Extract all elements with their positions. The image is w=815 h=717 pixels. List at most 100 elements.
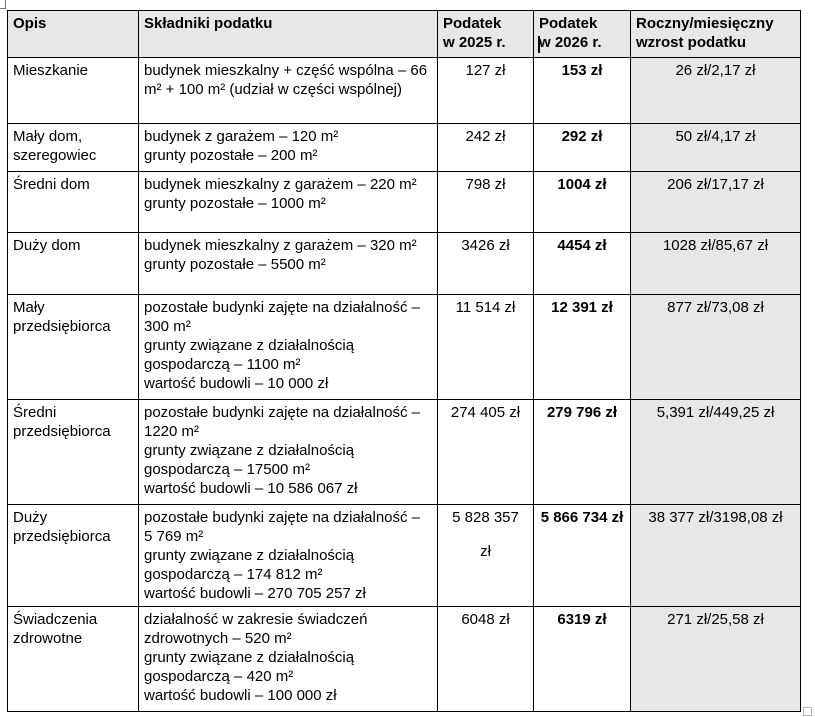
wzrost-value: 5,391 zł/449,25 zł [656, 404, 775, 421]
text-cursor [538, 36, 540, 53]
cell-skladniki[interactable]: pozostałe budynki zajęte na działalność … [138, 294, 438, 400]
cell-tax-2026[interactable]: 153 zł [533, 57, 631, 124]
cell-opis[interactable]: Duży przedsiębiorca [7, 504, 139, 607]
cell-tax-2025[interactable]: 242 zł [437, 123, 534, 172]
cell-tax-2025[interactable]: 3426 zł [437, 232, 534, 295]
table-row: Średni dom budynek mieszkalny z garażem … [7, 171, 801, 233]
cell-wzrost[interactable]: 50 zł/4,17 zł [630, 123, 801, 172]
cell-opis[interactable]: Mały przedsiębiorca [7, 294, 139, 400]
cell-wzrost[interactable]: 26 zł/2,17 zł [630, 57, 801, 124]
tax-2026-value: 4454 zł [557, 237, 607, 254]
table-row: Świadczenia zdrowotne działalność w zakr… [7, 606, 801, 712]
cell-opis[interactable]: Średni przedsiębiorca [7, 399, 139, 505]
header-wzrost[interactable]: Roczny/miesięczny wzrost podatku [630, 10, 801, 58]
wzrost-value: 271 zł/25,58 zł [667, 611, 764, 628]
header-wzrost-line2: wzrost podatku [636, 34, 747, 51]
table-row: Mały dom, szeregowiec budynek z garażem … [7, 123, 801, 172]
header-tax-2025-line1: Podatek [443, 15, 502, 32]
skladnik-item: działalność w zakresie świadczeń zdrowot… [144, 611, 368, 647]
skladnik-item: budynek z garażem – 120 m² [144, 128, 339, 145]
header-tax-2026-line2: w 2026 r. [539, 34, 602, 51]
tax-2026-value: 1004 zł [557, 176, 607, 193]
table-row: Mieszkanie budynek mieszkalny + część ws… [7, 57, 801, 124]
cell-tax-2026[interactable]: 1004 zł [533, 171, 631, 233]
cell-opis[interactable]: Świadczenia zdrowotne [7, 606, 139, 712]
tax-2025-value: 798 zł [465, 176, 506, 193]
tax-comparison-table: Opis Składniki podatku Podatek w 2025 r.… [7, 10, 801, 712]
tax-2026-value: 5 866 734 zł [540, 509, 624, 526]
cell-tax-2025[interactable]: 798 zł [437, 171, 534, 233]
table-row: Duży dom budynek mieszkalny z garażem – … [7, 232, 801, 295]
header-tax-2025[interactable]: Podatek w 2025 r. [437, 10, 534, 58]
table-row: Mały przedsiębiorca pozostałe budynki za… [7, 294, 801, 400]
header-skladniki-label: Składniki podatku [144, 15, 273, 32]
cell-wzrost[interactable]: 5,391 zł/449,25 zł [630, 399, 801, 505]
cell-tax-2025[interactable]: 11 514 zł [437, 294, 534, 400]
table-resize-handle-icon[interactable] [803, 707, 812, 716]
skladnik-item: budynek mieszkalny z garażem – 220 m² [144, 176, 417, 193]
tax-2025-value: 3426 zł [461, 237, 510, 254]
opis-text: Mały dom, szeregowiec [13, 128, 97, 164]
header-opis[interactable]: Opis [7, 10, 139, 58]
header-tax-2026-line1: Podatek [539, 15, 598, 32]
cell-skladniki[interactable]: budynek mieszkalny + część wspólna – 66 … [138, 57, 438, 124]
opis-text: Mieszkanie [13, 62, 89, 79]
skladnik-item: grunty pozostałe – 200 m² [144, 147, 318, 164]
cell-opis[interactable]: Mieszkanie [7, 57, 139, 124]
tax-2025-value: 11 514 zł [455, 299, 516, 316]
cell-tax-2025[interactable]: 274 405 zł [437, 399, 534, 505]
cell-skladniki[interactable]: pozostałe budynki zajęte na działalność … [138, 504, 438, 607]
table-move-handle-icon[interactable] [0, 0, 6, 9]
skladnik-item: budynek mieszkalny z garażem – 320 m² [144, 237, 417, 254]
cell-tax-2026[interactable]: 292 zł [533, 123, 631, 172]
tax-2026-value: 292 zł [561, 128, 603, 145]
skladnik-item: pozostałe budynki zajęte na działalność … [144, 509, 421, 545]
wzrost-value: 26 zł/2,17 zł [675, 62, 756, 79]
cell-tax-2026[interactable]: 12 391 zł [533, 294, 631, 400]
header-tax-2026[interactable]: Podatek w 2026 r. [533, 10, 631, 58]
header-opis-label: Opis [13, 15, 47, 32]
tax-2026-value: 6319 zł [557, 611, 607, 628]
header-tax-2025-line2: w 2025 r. [443, 34, 506, 51]
cell-wzrost[interactable]: 38 377 zł/3198,08 zł [630, 504, 801, 607]
cell-tax-2025[interactable]: 5 828 357 zł [437, 504, 534, 607]
cell-opis[interactable]: Mały dom, szeregowiec [7, 123, 139, 172]
cell-opis[interactable]: Średni dom [7, 171, 139, 233]
tax-2025-value: 242 zł [465, 128, 506, 145]
opis-text: Średni dom [13, 176, 90, 193]
cell-tax-2026[interactable]: 5 866 734 zł [533, 504, 631, 607]
cell-opis[interactable]: Duży dom [7, 232, 139, 295]
opis-text: Duży przedsiębiorca [13, 509, 111, 545]
cell-wzrost[interactable]: 1028 zł/85,67 zł [630, 232, 801, 295]
cell-skladniki[interactable]: pozostałe budynki zajęte na działalność … [138, 399, 438, 505]
tax-2025-value: 127 zł [465, 62, 506, 79]
cell-tax-2025[interactable]: 127 zł [437, 57, 534, 124]
tax-2026-value: 12 391 zł [551, 299, 613, 316]
wzrost-value: 877 zł/73,08 zł [667, 299, 764, 316]
tax-2025-value-line2: zł [480, 543, 491, 560]
cell-skladniki[interactable]: działalność w zakresie świadczeń zdrowot… [138, 606, 438, 712]
skladnik-item: grunty pozostałe – 5500 m² [144, 256, 326, 273]
cell-tax-2026[interactable]: 6319 zł [533, 606, 631, 712]
cell-tax-2026[interactable]: 279 796 zł [533, 399, 631, 505]
cell-skladniki[interactable]: budynek mieszkalny z garażem – 220 m² gr… [138, 171, 438, 233]
cell-wzrost[interactable]: 206 zł/17,17 zł [630, 171, 801, 233]
skladnik-item: grunty związane z działalnością gospodar… [144, 442, 355, 478]
skladnik-item: wartość budowli – 10 586 067 zł [144, 480, 358, 497]
cell-wzrost[interactable]: 877 zł/73,08 zł [630, 294, 801, 400]
header-row: Opis Składniki podatku Podatek w 2025 r.… [7, 10, 801, 58]
opis-text: Mały przedsiębiorca [13, 299, 111, 335]
cell-skladniki[interactable]: budynek mieszkalny z garażem – 320 m² gr… [138, 232, 438, 295]
skladnik-item: budynek mieszkalny + część wspólna – 66 … [144, 62, 428, 98]
table-row: Duży przedsiębiorca pozostałe budynki za… [7, 504, 801, 607]
tax-2026-value: 153 zł [561, 62, 603, 79]
skladnik-item: wartość budowli – 100 000 zł [144, 687, 337, 704]
cell-wzrost[interactable]: 271 zł/25,58 zł [630, 606, 801, 712]
tax-2025-value: 274 405 zł [450, 404, 521, 421]
header-skladniki[interactable]: Składniki podatku [138, 10, 438, 58]
skladnik-item: pozostałe budynki zajęte na działalność … [144, 299, 421, 335]
cell-skladniki[interactable]: budynek z garażem – 120 m² grunty pozost… [138, 123, 438, 172]
skladnik-item: grunty związane z działalnością gospodar… [144, 337, 355, 373]
cell-tax-2026[interactable]: 4454 zł [533, 232, 631, 295]
cell-tax-2025[interactable]: 6048 zł [437, 606, 534, 712]
